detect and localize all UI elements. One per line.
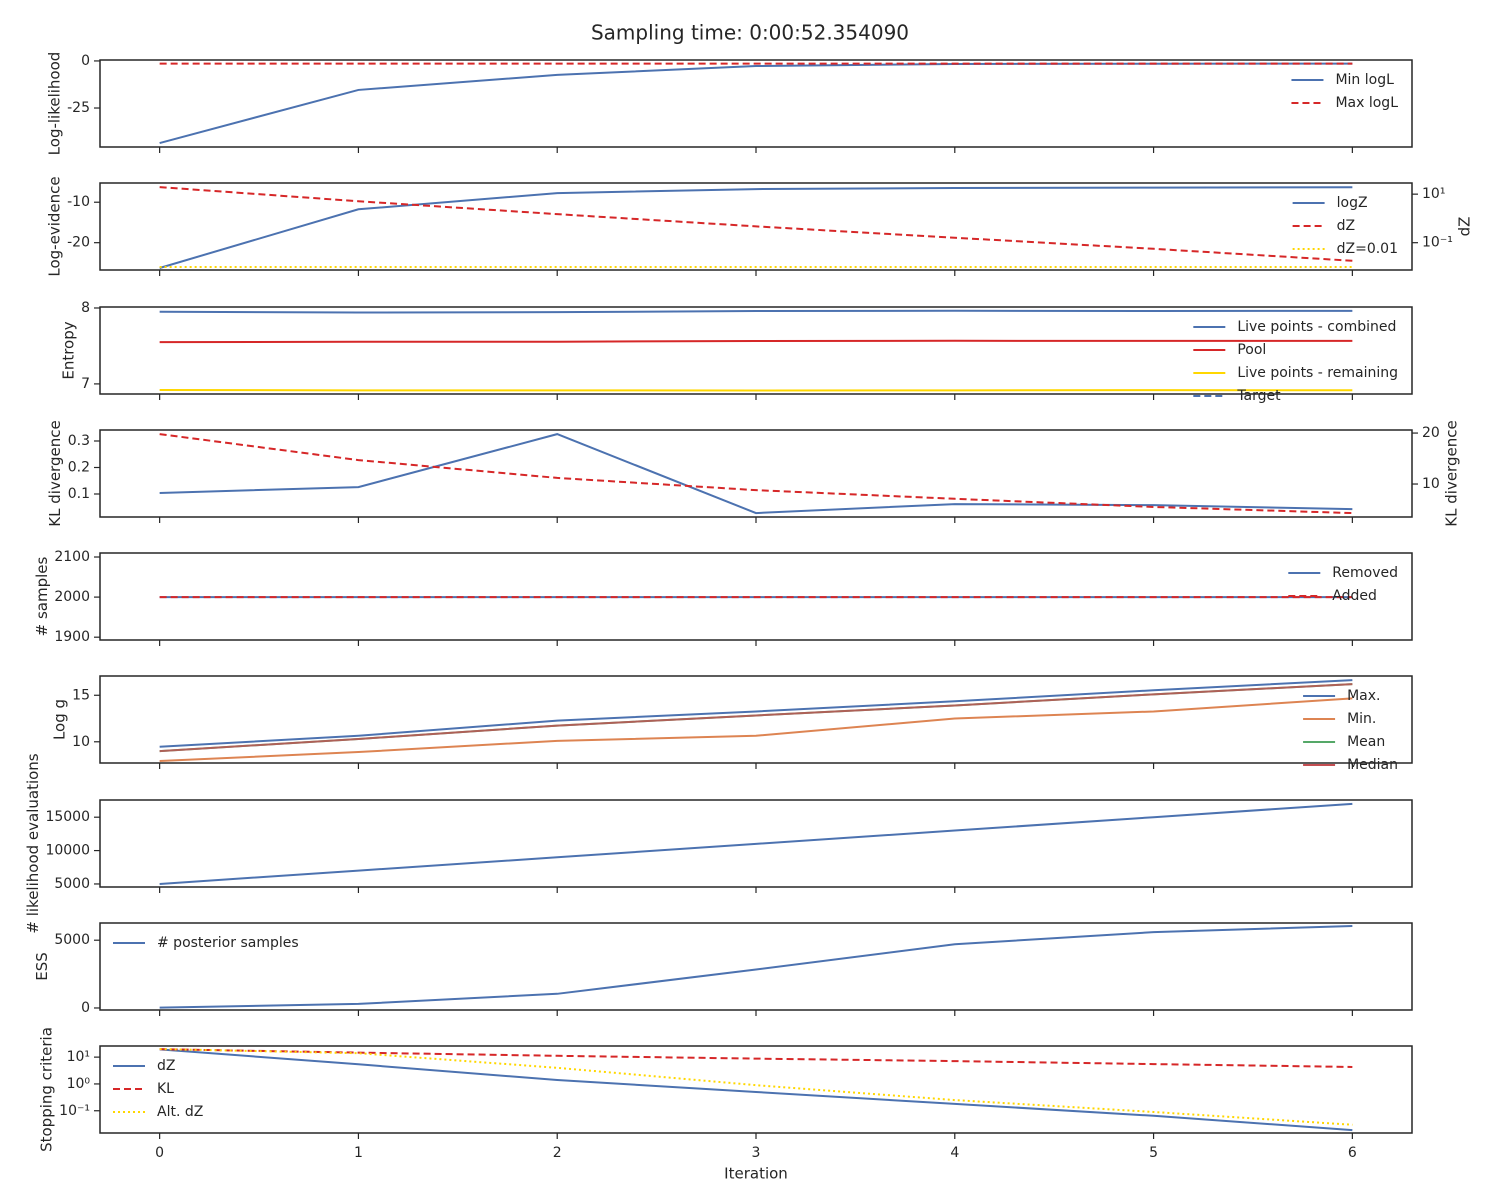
series-line <box>159 679 1353 748</box>
y-tick-label: 10¹ <box>67 1049 90 1065</box>
y-tick-label: -20 <box>67 235 90 251</box>
y-tick-label: 5000 <box>54 876 90 892</box>
axes-frame <box>99 429 1413 518</box>
y-tick-label: 15000 <box>45 809 90 825</box>
series-line <box>159 925 1353 1009</box>
y2-tick-label: 10 <box>1422 476 1440 492</box>
y-axis-label: Log-likelihood <box>46 52 64 156</box>
axes-frame <box>99 59 1413 148</box>
series-line <box>159 433 1353 515</box>
y-tick-label: 0.3 <box>68 433 90 449</box>
legend-label: logZ <box>1337 195 1368 211</box>
series-line <box>159 309 1353 314</box>
series-line <box>159 186 1353 269</box>
x-tick-label: 4 <box>950 1145 959 1161</box>
y-tick-label: 10000 <box>45 843 90 859</box>
y-axis-label: Entropy <box>60 321 78 379</box>
y-tick-label: 10⁰ <box>67 1076 91 1092</box>
axes-frame <box>99 182 1413 271</box>
y-axis-label: # likelihood evaluations <box>24 753 42 933</box>
y-axis-label: ESS <box>33 952 51 981</box>
y-tick-label: 0.2 <box>68 459 90 475</box>
series-line <box>159 62 1353 145</box>
x-tick-label: 3 <box>752 1145 761 1161</box>
y-axis-label: # samples <box>33 556 51 636</box>
y2-tick-label: 20 <box>1422 425 1440 441</box>
legend-label: KL <box>157 1081 174 1097</box>
legend-label: Max. <box>1347 688 1380 704</box>
series-line <box>159 186 1353 262</box>
legend-label: Pool <box>1237 342 1266 358</box>
series-line <box>159 683 1353 753</box>
axes-frame <box>99 306 1413 395</box>
axes-frame <box>99 922 1413 1011</box>
legend-label: Alt. dZ <box>157 1104 203 1120</box>
y-tick-label: 1900 <box>54 629 90 645</box>
y-axis-label: Stopping criteria <box>38 1027 56 1152</box>
y2-tick-label: 10⁻¹ <box>1422 235 1453 251</box>
y-tick-label: 10⁻¹ <box>59 1103 90 1119</box>
legend-label: Min. <box>1347 711 1376 727</box>
y-tick-label: 15 <box>72 687 90 703</box>
axes-frame <box>99 675 1413 764</box>
series-line <box>159 697 1353 763</box>
x-tick-label: 2 <box>553 1145 562 1161</box>
y-tick-label: 0.1 <box>68 486 90 502</box>
axes-frame <box>99 799 1413 888</box>
legend-label: Live points - combined <box>1237 319 1396 335</box>
y2-tick-label: 10¹ <box>1422 186 1445 202</box>
series-line <box>159 1048 1353 1126</box>
series-line <box>159 388 1353 392</box>
y2-axis-label: KL divergence <box>1442 420 1460 526</box>
x-tick-label: 1 <box>354 1145 363 1161</box>
y-tick-label: 0 <box>81 1000 90 1016</box>
series-line <box>159 433 1353 515</box>
legend-label: Mean <box>1347 734 1385 750</box>
legend-label: dZ=0.01 <box>1337 241 1398 257</box>
y-tick-label: 2100 <box>54 549 90 565</box>
legend-label: # posterior samples <box>157 935 299 951</box>
figure-title: Sampling time: 0:00:52.354090 <box>591 21 909 45</box>
series-line <box>159 339 1353 344</box>
x-tick-label: 0 <box>155 1145 164 1161</box>
legend-label: Added <box>1332 588 1377 604</box>
y-tick-label: 8 <box>81 300 90 316</box>
x-tick-label: 6 <box>1348 1145 1357 1161</box>
axes-frame <box>99 552 1413 641</box>
y-tick-label: 10 <box>72 734 90 750</box>
legend-label: Min logL <box>1335 72 1394 88</box>
y-tick-label: 5000 <box>54 932 90 948</box>
y-tick-label: 7 <box>81 376 90 392</box>
x-axis-label: Iteration <box>724 1165 788 1183</box>
series-line <box>159 802 1353 885</box>
series-line <box>159 1048 1353 1132</box>
y2-axis-label: dZ <box>1455 217 1473 237</box>
y-tick-label: 0 <box>81 53 90 69</box>
x-tick-label: 5 <box>1149 1145 1158 1161</box>
y-tick-label: -10 <box>67 194 90 210</box>
series-line <box>159 1048 1353 1068</box>
axes-frame <box>99 1045 1413 1134</box>
y-tick-label: 2000 <box>54 589 90 605</box>
y-axis-label: KL divergence <box>46 420 64 526</box>
legend-label: dZ <box>157 1058 175 1074</box>
y-axis-label: Log g <box>51 699 69 740</box>
y-axis-label: Log-evidence <box>46 176 64 276</box>
legend-label: Max logL <box>1335 95 1398 111</box>
legend-label: dZ <box>1337 218 1355 234</box>
legend-label: Removed <box>1332 565 1398 581</box>
legend-label: Median <box>1347 757 1398 773</box>
legend-label: Live points - remaining <box>1237 365 1398 381</box>
y-tick-label: -25 <box>67 100 90 116</box>
legend-label: Target <box>1236 388 1281 404</box>
